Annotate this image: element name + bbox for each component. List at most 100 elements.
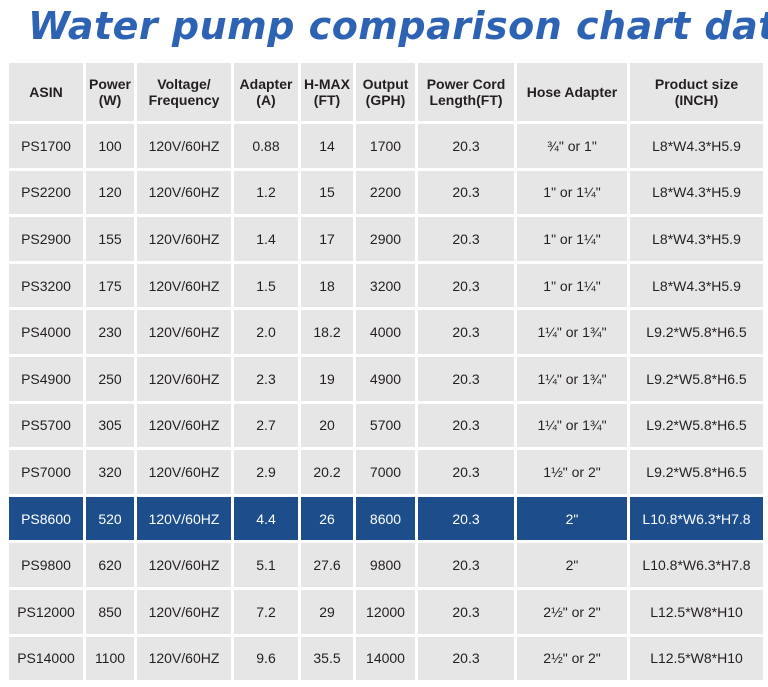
cell-hose-adapter: 1" or 1¼" (517, 263, 627, 308)
cell-asin: PS3200 (9, 263, 83, 308)
cell-adapter: 1.4 (234, 217, 298, 261)
cell-h-max: 19 (301, 356, 353, 401)
cell-hose-adapter: 1¼" or 1¾" (517, 356, 627, 401)
table-row: PS12000 850 120V/60HZ 7.2 29 12000 20.3 2½" or … (9, 589, 763, 634)
cell-output: 9800 (356, 543, 415, 587)
cell-asin: PS1700 (9, 124, 83, 168)
cell-output: 5700 (356, 403, 415, 448)
cell-output: 4900 (356, 356, 415, 401)
cell-asin: PS7000 (9, 450, 83, 494)
cell-power: 230 (86, 310, 134, 354)
table-row: PS2900 155 120V/60HZ 1.4 17 2900 20.3 1" or 1¼"… (9, 217, 763, 261)
table-row: PS9800 620 120V/60HZ 5.1 27.6 9800 20.3 2" L10.8… (9, 543, 763, 587)
cell-power-cord-length: 20.3 (418, 636, 514, 681)
table-row: PS4900 250 120V/60HZ 2.3 19 4900 20.3 1¼" or 1¾… (9, 356, 763, 401)
column-header-power-cord-length: Power Cord Length(FT) (418, 63, 514, 121)
cell-product-size: L8*W4.3*H5.9 (630, 217, 763, 261)
cell-voltage-frequency: 120V/60HZ (137, 589, 231, 634)
cell-adapter: 1.2 (234, 170, 298, 215)
cell-voltage-frequency: 120V/60HZ (137, 496, 231, 541)
cell-voltage-frequency: 120V/60HZ (137, 356, 231, 401)
table-row: PS1700 100 120V/60HZ 0.88 14 1700 20.3 ¾" or 1"… (9, 124, 763, 168)
cell-hose-adapter: ¾" or 1" (517, 124, 627, 168)
cell-voltage-frequency: 120V/60HZ (137, 310, 231, 354)
cell-product-size: L9.2*W5.8*H6.5 (630, 403, 763, 448)
cell-hose-adapter: 1" or 1¼" (517, 170, 627, 215)
cell-power: 850 (86, 589, 134, 634)
cell-product-size: L9.2*W5.8*H6.5 (630, 310, 763, 354)
cell-power-cord-length: 20.3 (418, 263, 514, 308)
cell-asin: PS14000 (9, 636, 83, 681)
cell-h-max: 14 (301, 124, 353, 168)
cell-product-size: L12.5*W8*H10 (630, 636, 763, 681)
cell-voltage-frequency: 120V/60HZ (137, 124, 231, 168)
cell-power-cord-length: 20.3 (418, 589, 514, 634)
cell-asin: PS4900 (9, 356, 83, 401)
column-header-h-max: H-MAX (FT) (301, 63, 353, 121)
cell-h-max: 20 (301, 403, 353, 448)
table-row: PS8600 520 120V/60HZ 4.4 26 8600 20.3 2" L10.8*W… (9, 496, 763, 541)
cell-power: 120 (86, 170, 134, 215)
cell-h-max: 17 (301, 217, 353, 261)
cell-asin: PS12000 (9, 589, 83, 634)
cell-output: 8600 (356, 496, 415, 541)
cell-power-cord-length: 20.3 (418, 356, 514, 401)
cell-power-cord-length: 20.3 (418, 217, 514, 261)
cell-product-size: L8*W4.3*H5.9 (630, 263, 763, 308)
cell-adapter: 0.88 (234, 124, 298, 168)
table-body: PS1700 100 120V/60HZ 0.88 14 1700 20.3 ¾" or 1"… (9, 124, 763, 681)
cell-hose-adapter: 1¼" or 1¾" (517, 310, 627, 354)
cell-adapter: 7.2 (234, 589, 298, 634)
cell-output: 2200 (356, 170, 415, 215)
cell-power-cord-length: 20.3 (418, 310, 514, 354)
cell-output: 3200 (356, 263, 415, 308)
cell-hose-adapter: 2" (517, 543, 627, 587)
column-header-product-size: Product size (INCH) (630, 63, 763, 121)
column-header-hose-adapter: Hose Adapter (517, 63, 627, 121)
cell-hose-adapter: 2" (517, 496, 627, 541)
cell-product-size: L10.8*W6.3*H7.8 (630, 543, 763, 587)
column-header-output: Output (GPH) (356, 63, 415, 121)
table-row: PS14000 1100 120V/60HZ 9.6 35.5 14000 20.3 2½" … (9, 636, 763, 681)
cell-power: 620 (86, 543, 134, 587)
cell-h-max: 15 (301, 170, 353, 215)
cell-voltage-frequency: 120V/60HZ (137, 217, 231, 261)
table-row: PS5700 305 120V/60HZ 2.7 20 5700 20.3 1¼" or 1¾… (9, 403, 763, 448)
cell-hose-adapter: 2½" or 2" (517, 589, 627, 634)
cell-product-size: L9.2*W5.8*H6.5 (630, 356, 763, 401)
column-header-asin: ASIN (9, 63, 83, 121)
cell-product-size: L8*W4.3*H5.9 (630, 170, 763, 215)
cell-h-max: 18.2 (301, 310, 353, 354)
cell-output: 12000 (356, 589, 415, 634)
cell-power: 305 (86, 403, 134, 448)
cell-product-size: L10.8*W6.3*H7.8 (630, 496, 763, 541)
cell-asin: PS2200 (9, 170, 83, 215)
cell-power-cord-length: 20.3 (418, 496, 514, 541)
page-title: Water pump comparison chart data (28, 4, 768, 48)
cell-voltage-frequency: 120V/60HZ (137, 263, 231, 308)
cell-adapter: 2.9 (234, 450, 298, 494)
cell-adapter: 2.7 (234, 403, 298, 448)
cell-product-size: L9.2*W5.8*H6.5 (630, 450, 763, 494)
cell-power: 155 (86, 217, 134, 261)
cell-power-cord-length: 20.3 (418, 124, 514, 168)
cell-asin: PS2900 (9, 217, 83, 261)
cell-power-cord-length: 20.3 (418, 450, 514, 494)
cell-hose-adapter: 1½" or 2" (517, 450, 627, 494)
cell-voltage-frequency: 120V/60HZ (137, 543, 231, 587)
cell-product-size: L8*W4.3*H5.9 (630, 124, 763, 168)
header-row: ASIN Power (W) Voltage/Frequency Adapter (A) H… (9, 63, 763, 121)
cell-hose-adapter: 2½" or 2" (517, 636, 627, 681)
column-header-adapter: Adapter (A) (234, 63, 298, 121)
cell-product-size: L12.5*W8*H10 (630, 589, 763, 634)
cell-voltage-frequency: 120V/60HZ (137, 170, 231, 215)
column-header-voltage-frequency: Voltage/Frequency (137, 63, 231, 121)
cell-power: 1100 (86, 636, 134, 681)
cell-output: 1700 (356, 124, 415, 168)
cell-asin: PS8600 (9, 496, 83, 541)
table-row: PS4000 230 120V/60HZ 2.0 18.2 4000 20.3 1¼" or … (9, 310, 763, 354)
cell-hose-adapter: 1" or 1¼" (517, 217, 627, 261)
cell-h-max: 35.5 (301, 636, 353, 681)
cell-hose-adapter: 1¼" or 1¾" (517, 403, 627, 448)
cell-voltage-frequency: 120V/60HZ (137, 636, 231, 681)
